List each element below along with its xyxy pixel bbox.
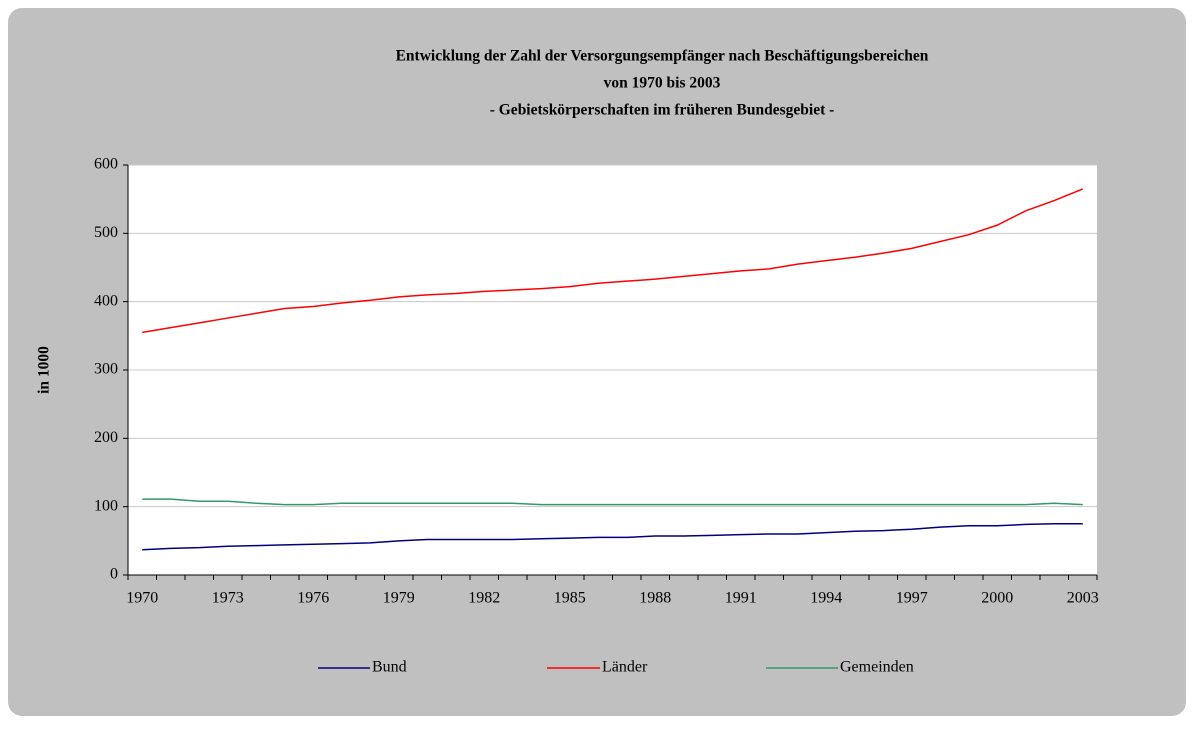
y-tick-label: 500 xyxy=(94,224,118,241)
chart-title: von 1970 bis 2003 xyxy=(604,75,721,92)
x-tick-label: 1991 xyxy=(725,590,757,607)
legend-label: Bund xyxy=(372,659,407,676)
x-tick-label: 2003 xyxy=(1067,590,1099,607)
y-axis-label: in 1000 xyxy=(36,346,53,394)
chart-title: Entwicklung der Zahl der Versorgungsempf… xyxy=(396,48,929,65)
y-tick-label: 400 xyxy=(94,292,118,309)
x-tick-label: 1982 xyxy=(468,590,500,607)
x-tick-label: 1988 xyxy=(639,590,671,607)
x-tick-label: 1970 xyxy=(126,590,158,607)
legend-label: Gemeinden xyxy=(840,659,914,676)
y-tick-label: 200 xyxy=(94,429,118,446)
y-tick-label: 0 xyxy=(110,566,118,583)
x-tick-label: 2000 xyxy=(981,590,1013,607)
y-tick-label: 100 xyxy=(94,497,118,514)
x-tick-label: 1979 xyxy=(383,590,415,607)
data-line xyxy=(142,188,1084,334)
y-tick-label: 600 xyxy=(94,156,118,173)
chart-title: - Gebietskörperschaften im früheren Bund… xyxy=(490,102,835,119)
y-tick-label: 300 xyxy=(94,361,118,378)
legend-label: Länder xyxy=(602,659,648,676)
x-tick-label: 1985 xyxy=(554,590,586,607)
x-tick-label: 1994 xyxy=(810,590,842,607)
x-tick-label: 1997 xyxy=(896,590,928,607)
x-tick-label: 1976 xyxy=(297,590,329,607)
x-tick-label: 1973 xyxy=(212,590,244,607)
data-line xyxy=(142,498,1083,506)
data-line xyxy=(142,523,1083,551)
